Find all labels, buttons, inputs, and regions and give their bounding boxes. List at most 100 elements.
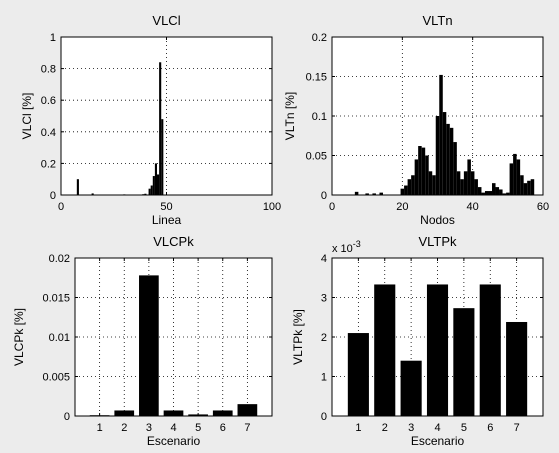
y-tick-label: 0.005 xyxy=(42,372,70,384)
bar xyxy=(477,187,482,195)
plot-area xyxy=(61,37,272,195)
y-tick-label: 0.4 xyxy=(41,127,56,139)
bar xyxy=(460,179,464,195)
bar xyxy=(365,193,369,195)
bar xyxy=(407,179,412,195)
bar xyxy=(449,127,454,195)
bar xyxy=(374,284,396,416)
y-tick-label: 0.6 xyxy=(41,95,56,107)
chart-vltn: 0 20 40 60 0 0.05 0.1 0.15 0.2 VLTn Nodos VLTn [%] xyxy=(283,13,549,227)
bar xyxy=(157,174,160,195)
bar xyxy=(400,360,422,416)
bar xyxy=(499,189,503,195)
bar xyxy=(152,176,155,195)
x-tick-label: 20 xyxy=(396,201,408,213)
bar xyxy=(425,155,429,195)
bar xyxy=(159,62,162,195)
chart-vlcpk: 1 2 3 4 5 6 7 0 0.005 0.01 0.015 0.02 VLCPk Escenario… xyxy=(12,234,273,448)
y-tick-label: 0.2 xyxy=(41,158,56,170)
plot-area xyxy=(75,258,272,416)
x-tick-label: 6 xyxy=(487,422,493,434)
y-tick-label: 1 xyxy=(50,32,56,44)
x-tick-label: 4 xyxy=(434,422,440,434)
x-tick-label: 50 xyxy=(160,201,172,213)
x-axis-label: Linea xyxy=(152,213,182,227)
x-tick-label: 100 xyxy=(263,201,281,213)
y-tick-label: 0.15 xyxy=(306,72,327,84)
bar xyxy=(470,171,475,195)
x-tick-label: 6 xyxy=(220,422,226,434)
chart-title: VLCPk xyxy=(153,234,194,249)
bar xyxy=(354,191,359,195)
x-tick-label: 40 xyxy=(467,201,479,213)
bar xyxy=(432,175,436,195)
bar xyxy=(404,185,408,195)
y-tick-label: 0.2 xyxy=(312,32,327,44)
y-tick-label: 0.015 xyxy=(42,293,70,305)
y-tick-label: 0.01 xyxy=(49,332,70,344)
x-axis-label: Nodos xyxy=(420,213,455,227)
chart-vltpk: 1 2 3 4 5 6 7 0 1 2 3 4 x 10-3 VLTPk Escenario VLTPk [%… xyxy=(291,234,544,448)
x-tick-label: 0 xyxy=(58,201,64,213)
bar xyxy=(502,193,507,195)
chart-title: VLTPk xyxy=(418,234,457,249)
x-tick-label: 2 xyxy=(121,422,127,434)
x-tick-label: 2 xyxy=(382,422,388,434)
bar xyxy=(428,171,433,195)
y-exponent-label: x 10-3 xyxy=(332,239,361,255)
bar xyxy=(516,159,521,195)
bar xyxy=(479,284,501,416)
y-tick-label: 0 xyxy=(321,411,327,423)
x-tick-label: 0 xyxy=(329,201,335,213)
x-tick-label: 1 xyxy=(97,422,103,434)
bar xyxy=(446,123,450,195)
bar xyxy=(506,321,528,416)
bar xyxy=(421,147,426,195)
chart-title: VLTn xyxy=(422,13,452,28)
bar xyxy=(76,179,79,195)
bar xyxy=(426,284,449,416)
bar xyxy=(154,163,158,195)
bar xyxy=(435,116,440,195)
bar xyxy=(463,171,468,195)
y-tick-label: 0 xyxy=(50,190,56,202)
bar xyxy=(161,119,164,195)
x-tick-label: 5 xyxy=(461,422,467,434)
x-tick-label: 7 xyxy=(514,422,520,434)
x-tick-label: 3 xyxy=(146,422,152,434)
y-tick-label: 0 xyxy=(64,411,70,423)
x-tick-label: 5 xyxy=(195,422,201,434)
bar xyxy=(379,192,383,195)
bar xyxy=(488,191,493,195)
bar xyxy=(91,193,94,195)
x-tick-label: 1 xyxy=(355,422,361,434)
bar xyxy=(414,159,419,195)
y-axis-label: VLCl [%] xyxy=(20,93,34,140)
x-tick-label: 60 xyxy=(537,201,549,213)
x-axis-label: Escenario xyxy=(411,434,465,448)
bar xyxy=(484,191,489,195)
bar xyxy=(442,112,447,195)
bar xyxy=(139,275,159,416)
bar xyxy=(530,179,535,195)
chart-title: VLCl xyxy=(152,13,180,28)
bar xyxy=(148,188,151,195)
y-tick-label: 3 xyxy=(321,293,327,305)
x-tick-label: 4 xyxy=(170,422,176,434)
x-axis-label: Escenario xyxy=(147,434,201,448)
y-axis-label: VLTPk [%] xyxy=(291,309,305,365)
bar xyxy=(456,171,461,195)
bar xyxy=(523,183,528,195)
x-tick-label: 7 xyxy=(244,422,250,434)
y-axis-label: VLCPk [%] xyxy=(12,308,26,366)
bar xyxy=(237,404,258,416)
bar xyxy=(474,179,478,195)
y-tick-label: 0.8 xyxy=(41,64,56,76)
bar xyxy=(467,159,471,195)
bar xyxy=(453,142,457,195)
bar xyxy=(418,146,422,195)
y-tick-label: 1 xyxy=(321,372,327,384)
x-tick-label: 3 xyxy=(408,422,414,434)
bar xyxy=(150,185,153,195)
